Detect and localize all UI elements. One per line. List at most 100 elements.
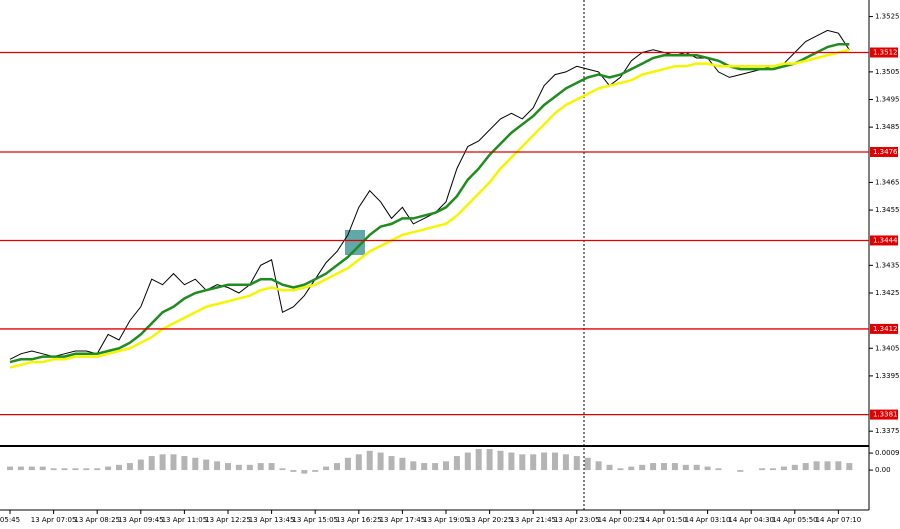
x-tick-label: 13 Apr 08:25: [74, 516, 120, 524]
y-tick-label: 0.00097: [875, 449, 900, 457]
oscillator-bar: [671, 463, 678, 471]
moving-average: [9, 48, 850, 369]
oscillator-bar: [443, 461, 449, 471]
x-tick-label: 14 Apr 04:30: [728, 516, 774, 524]
oscillator-bar: [682, 464, 689, 471]
x-tick-label: 13 Apr 11:05: [162, 516, 208, 524]
oscillator-bar: [595, 461, 602, 471]
oscillator-bar: [39, 466, 46, 471]
x-tick-label: 13 Apr 15:05: [292, 516, 338, 524]
x-tick-label: 14 Apr 05:50: [772, 516, 818, 524]
oscillator-bar: [137, 459, 144, 471]
oscillator-bar: [759, 468, 766, 471]
x-tick-label: 14 Apr 07:10: [816, 516, 862, 524]
oscillator-bar: [279, 468, 286, 471]
oscillator-bar: [802, 463, 809, 471]
oscillator-bar: [105, 466, 112, 471]
oscillator-bar: [421, 463, 428, 471]
oscillator-bar: [170, 454, 177, 471]
oscillator-bar: [704, 466, 711, 471]
x-tick-label: 05:45: [0, 516, 20, 524]
oscillator-bar: [116, 464, 122, 471]
y-tick-label: 1.3485: [875, 123, 900, 131]
oscillator-bar: [639, 464, 646, 471]
oscillator-bar: [61, 468, 68, 471]
oscillator-bar: [693, 464, 700, 471]
oscillator-bar: [323, 466, 330, 471]
oscillator-bar: [7, 466, 13, 471]
y-tick-label: 1.3435: [875, 261, 900, 269]
y-tick-label: 1.3495: [875, 96, 900, 104]
oscillator-bar: [235, 464, 242, 471]
oscillator-bar: [94, 468, 101, 471]
oscillator-bar: [268, 463, 275, 471]
oscillator-bar: [432, 463, 439, 471]
oscillator-bar: [214, 461, 221, 471]
oscillator-bar: [541, 452, 548, 471]
x-tick-label: 14 Apr 03:10: [685, 516, 731, 524]
oscillator-bar: [628, 466, 635, 471]
oscillator-bar: [203, 459, 210, 471]
level-label-box: [870, 47, 898, 58]
y-tick-label: 1.3465: [875, 178, 900, 186]
oscillator-bar: [410, 461, 417, 471]
level-label: 1.3512: [873, 49, 898, 57]
oscillator-bar: [497, 450, 504, 471]
oscillator-bar: [312, 470, 319, 472]
moving-average: [9, 42, 850, 364]
oscillator-bar: [334, 463, 340, 471]
oscillator-bar: [584, 457, 591, 471]
oscillator-bar: [780, 466, 787, 471]
oscillator-bar: [159, 454, 166, 471]
oscillator-bar: [17, 466, 24, 471]
oscillator-bar: [519, 454, 526, 471]
oscillator-bar: [475, 449, 482, 471]
oscillator-bar: [562, 454, 569, 471]
x-tick-label: 13 Apr 20:25: [467, 516, 513, 524]
oscillator-bar: [72, 468, 79, 471]
oscillator-bar: [486, 449, 493, 471]
oscillator-bar: [650, 463, 657, 471]
y-tick-label: 1.3505: [875, 68, 900, 76]
oscillator-bar: [388, 456, 395, 471]
level-label: 1.3444: [873, 236, 898, 244]
oscillator-bar: [835, 461, 842, 471]
x-tick-label: 13 Apr 09:45: [118, 516, 164, 524]
y-tick-label: 1.3525: [875, 13, 900, 21]
level-label: 1.3381: [873, 411, 898, 419]
oscillator-bar: [530, 454, 537, 471]
oscillator-bar: [464, 452, 471, 471]
signal-box: [345, 230, 365, 255]
oscillator-bar: [192, 457, 199, 471]
x-tick-label: 13 Apr 07:05: [31, 516, 77, 524]
oscillator-bar: [824, 461, 831, 471]
oscillator-bar: [661, 463, 667, 471]
y-tick-label: 1.3375: [875, 427, 900, 435]
oscillator-bar: [28, 466, 35, 471]
oscillator-bar: [606, 464, 613, 471]
oscillator-bar: [83, 468, 90, 471]
level-label-box: [870, 409, 898, 420]
level-label-box: [870, 147, 898, 158]
oscillator-bar: [181, 456, 188, 471]
oscillator-bar: [791, 464, 798, 471]
y-tick-label: 0.00: [875, 466, 891, 474]
oscillator-bar: [50, 468, 57, 471]
x-tick-label: 13 Apr 13:45: [249, 516, 295, 524]
x-tick-label: 14 Apr 00:25: [598, 516, 644, 524]
oscillator-bar: [377, 452, 384, 471]
oscillator-bar: [813, 461, 820, 471]
level-label: 1.3412: [873, 325, 898, 333]
oscillator-bar: [366, 450, 373, 471]
oscillator-bar: [737, 470, 744, 472]
x-tick-label: 13 Apr 17:45: [380, 516, 426, 524]
price-line: [9, 29, 850, 360]
level-label-box: [870, 323, 898, 334]
oscillator-bar: [715, 468, 722, 471]
oscillator-bar: [573, 456, 580, 471]
oscillator-bar: [301, 470, 308, 474]
x-tick-label: 13 Apr 19:05: [423, 516, 469, 524]
y-tick-label: 1.3395: [875, 372, 900, 380]
